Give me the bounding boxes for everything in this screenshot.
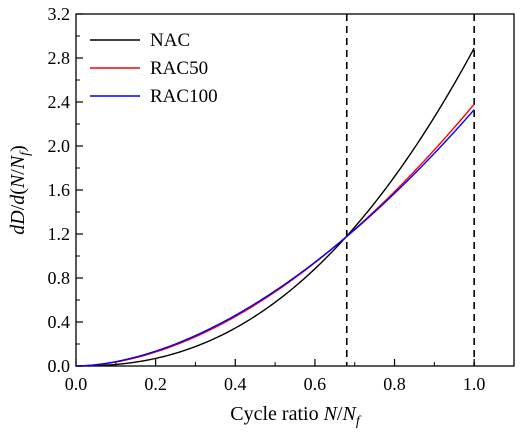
x-axis-title: Cycle ratio N/Nf [230,403,362,429]
y-axis-title: dD/d(N/Nf) [7,145,33,235]
y-tick-label: 2.8 [48,48,71,68]
y-tick-label: 1.6 [48,180,71,200]
x-axis-ticks: 0.0 0.2 0.4 0.6 0.8 1.0 [65,359,486,394]
x-tick-label: 0.0 [65,374,88,394]
x-tick-label: 0.6 [304,374,327,394]
y-tick-label: 0.0 [48,356,71,376]
legend: NAC RAC50 RAC100 [90,30,218,107]
series-line-rac100 [75,109,475,367]
x-tick-label: 0.2 [144,374,167,394]
plot-area-frame [75,13,515,367]
series-lines [75,47,475,367]
reference-lines [345,14,475,366]
series-line-nac [76,47,475,367]
y-tick-label: 0.8 [48,268,71,288]
legend-label-rac50: RAC50 [150,58,208,79]
legend-label-rac100: RAC100 [150,86,218,107]
series-line-rac50 [75,103,475,367]
y-tick-label: 0.4 [48,312,71,332]
x-tick-label: 0.8 [383,374,406,394]
y-tick-label: 2.0 [48,136,71,156]
y-axis-ticks: 0.0 0.4 0.8 1.2 1.6 2.0 2.4 2.8 3.2 [48,4,83,376]
legend-label-nac: NAC [150,30,190,51]
x-tick-label: 1.0 [463,374,486,394]
y-tick-label: 2.4 [48,92,71,112]
x-tick-label: 0.4 [224,374,247,394]
y-tick-label: 1.2 [48,224,71,244]
y-tick-label: 3.2 [48,4,71,24]
